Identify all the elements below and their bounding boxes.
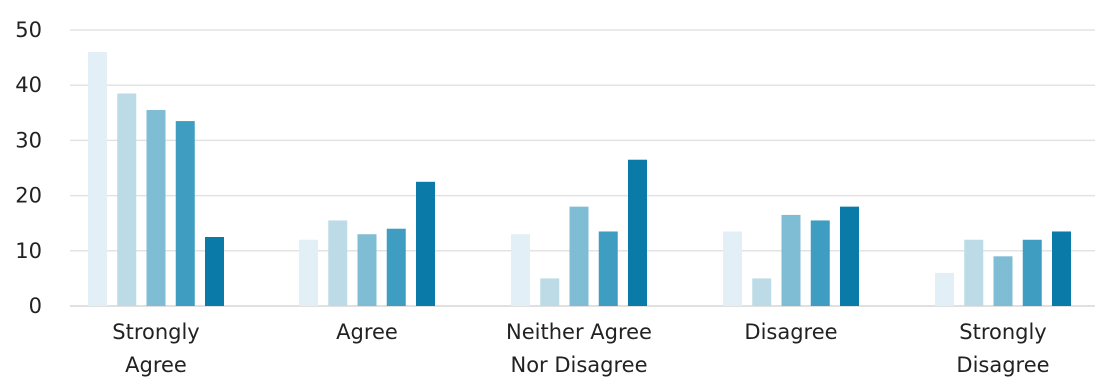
x-category-label-line: Agree	[125, 353, 187, 377]
bar	[299, 239, 318, 306]
bar-group	[511, 159, 647, 306]
y-tick-label: 10	[15, 239, 42, 263]
bar	[175, 121, 195, 306]
bar	[511, 234, 530, 306]
bar	[540, 278, 560, 306]
x-category-label-line: Strongly	[112, 320, 200, 344]
x-category-label: Agree	[336, 320, 398, 344]
bar	[810, 220, 830, 306]
bars	[88, 52, 1071, 306]
x-category-label: Disagree	[744, 320, 837, 344]
x-category-label-line: Agree	[336, 320, 398, 344]
x-category-label: Strongly Agree	[112, 320, 200, 377]
bar	[964, 239, 984, 306]
bar	[569, 206, 589, 306]
bar	[781, 214, 801, 306]
bar-group	[723, 206, 859, 306]
bar	[840, 206, 859, 306]
x-axis-labels: Strongly Agree Agree Neither Agree Nor Disag…	[112, 320, 1049, 377]
gridlines	[70, 29, 1095, 307]
y-tick-label: 20	[15, 184, 42, 208]
bar-group	[299, 181, 435, 306]
x-category-label-line: Nor Disagree	[510, 353, 647, 377]
bar	[723, 231, 742, 306]
bar	[1022, 239, 1042, 306]
bar	[88, 52, 107, 306]
x-category-label: Neither Agree Nor Disagree	[506, 320, 652, 377]
y-tick-label: 50	[15, 18, 42, 42]
bar	[416, 181, 435, 306]
y-tick-label: 0	[29, 294, 42, 318]
x-category-label: Strongly Disagree	[956, 320, 1049, 377]
bar	[1052, 231, 1071, 306]
y-tick-label: 40	[15, 73, 42, 97]
bar	[993, 256, 1013, 306]
x-category-label-line: Disagree	[956, 353, 1049, 377]
x-category-label-line: Neither Agree	[506, 320, 652, 344]
bar	[628, 159, 647, 306]
bar	[117, 93, 137, 306]
bar	[386, 228, 406, 306]
bar-group	[88, 52, 224, 306]
bar	[598, 231, 618, 306]
bar	[357, 234, 377, 306]
bar	[328, 220, 348, 306]
bar	[935, 272, 954, 306]
x-category-label-line: Disagree	[744, 320, 837, 344]
bar	[146, 110, 166, 306]
bar	[205, 237, 224, 306]
bar-group	[935, 231, 1071, 306]
x-category-label-line: Strongly	[959, 320, 1047, 344]
y-tick-label: 30	[15, 128, 42, 152]
bar	[752, 278, 772, 306]
y-axis-ticks: 0 10 20 30 40 50	[15, 18, 42, 318]
